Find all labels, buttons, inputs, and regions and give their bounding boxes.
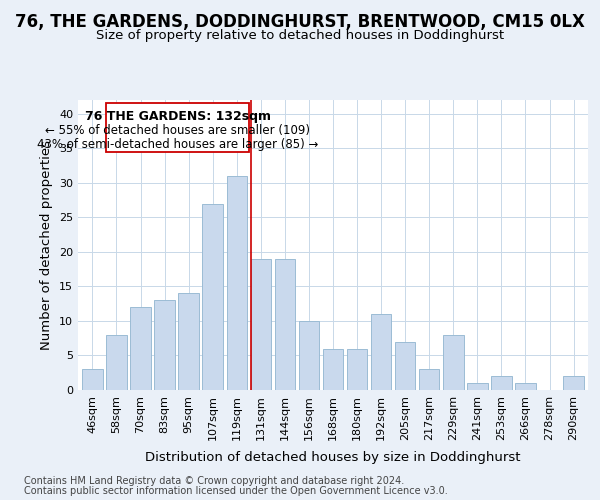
Text: 76 THE GARDENS: 132sqm: 76 THE GARDENS: 132sqm xyxy=(85,110,271,124)
Bar xyxy=(251,259,271,390)
Bar xyxy=(443,335,464,390)
Bar xyxy=(419,370,439,390)
Bar xyxy=(106,335,127,390)
Y-axis label: Number of detached properties: Number of detached properties xyxy=(40,140,53,350)
Text: Contains HM Land Registry data © Crown copyright and database right 2024.: Contains HM Land Registry data © Crown c… xyxy=(24,476,404,486)
Bar xyxy=(106,104,250,152)
Text: Distribution of detached houses by size in Doddinghurst: Distribution of detached houses by size … xyxy=(145,451,521,464)
Bar xyxy=(491,376,512,390)
Bar xyxy=(467,383,488,390)
Bar xyxy=(323,348,343,390)
Text: 76, THE GARDENS, DODDINGHURST, BRENTWOOD, CM15 0LX: 76, THE GARDENS, DODDINGHURST, BRENTWOOD… xyxy=(15,14,585,32)
Bar xyxy=(275,259,295,390)
Text: Contains public sector information licensed under the Open Government Licence v3: Contains public sector information licen… xyxy=(24,486,448,496)
Bar xyxy=(299,321,319,390)
Text: ← 55% of detached houses are smaller (109): ← 55% of detached houses are smaller (10… xyxy=(45,124,310,137)
Text: 43% of semi-detached houses are larger (85) →: 43% of semi-detached houses are larger (… xyxy=(37,138,318,151)
Bar xyxy=(515,383,536,390)
Text: Size of property relative to detached houses in Doddinghurst: Size of property relative to detached ho… xyxy=(96,30,504,43)
Bar xyxy=(347,348,367,390)
Bar xyxy=(178,294,199,390)
Bar xyxy=(154,300,175,390)
Bar xyxy=(227,176,247,390)
Bar xyxy=(202,204,223,390)
Bar xyxy=(395,342,415,390)
Bar xyxy=(563,376,584,390)
Bar xyxy=(371,314,391,390)
Bar xyxy=(82,370,103,390)
Bar xyxy=(130,307,151,390)
